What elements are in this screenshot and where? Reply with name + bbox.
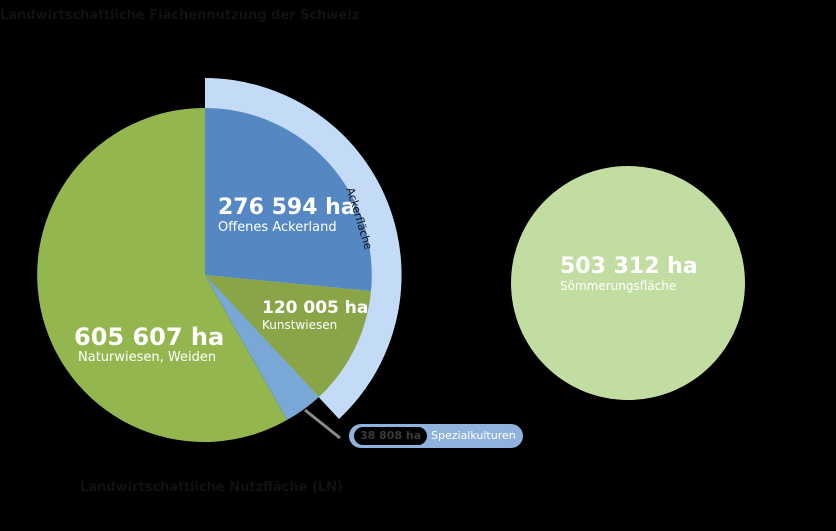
slice-naturwiesen — [37, 107, 288, 442]
leader-line — [304, 408, 341, 440]
spezialkulturen-value: 38 808 ha — [354, 427, 428, 445]
ackerland-name: Offenes Ackerland — [218, 220, 337, 235]
naturwiesen-value: 605 607 ha — [74, 323, 225, 351]
slice-ackerland — [205, 108, 372, 291]
soemmerung-label: 503 312 ha Sömmerungsfläche — [560, 255, 698, 294]
chart-subtitle: Landwirtschaftliche Nutzfläche (LN) — [80, 480, 343, 495]
naturwiesen-name: Naturwiesen, Weiden — [78, 350, 217, 365]
slice-kunstwiesen — [205, 275, 371, 397]
naturwiesen-label: 605 607 ha Naturwiesen, Weiden — [74, 324, 224, 365]
soemmerung-circle — [511, 166, 745, 400]
spezialkulturen-name: Spezialkulturen — [431, 429, 516, 442]
kunstwiesen-value: 120 005 ha — [262, 298, 369, 318]
ackerland-value: 276 594 ha — [218, 195, 356, 220]
spezialkulturen-callout: 38 808 ha Spezialkulturen — [349, 424, 523, 448]
chart-title: Landwirtschaftliche Flächennutzung der S… — [0, 8, 360, 23]
slice-spezialkulturen — [205, 275, 319, 420]
soemmerung-value: 503 312 ha — [560, 254, 698, 279]
soemmerung-name: Sömmerungsfläche — [560, 279, 677, 293]
kunstwiesen-label: 120 005 ha Kunstwiesen — [262, 298, 368, 333]
kunstwiesen-name: Kunstwiesen — [262, 318, 338, 332]
ackerland-label: 276 594 ha Offenes Ackerland — [218, 195, 356, 236]
